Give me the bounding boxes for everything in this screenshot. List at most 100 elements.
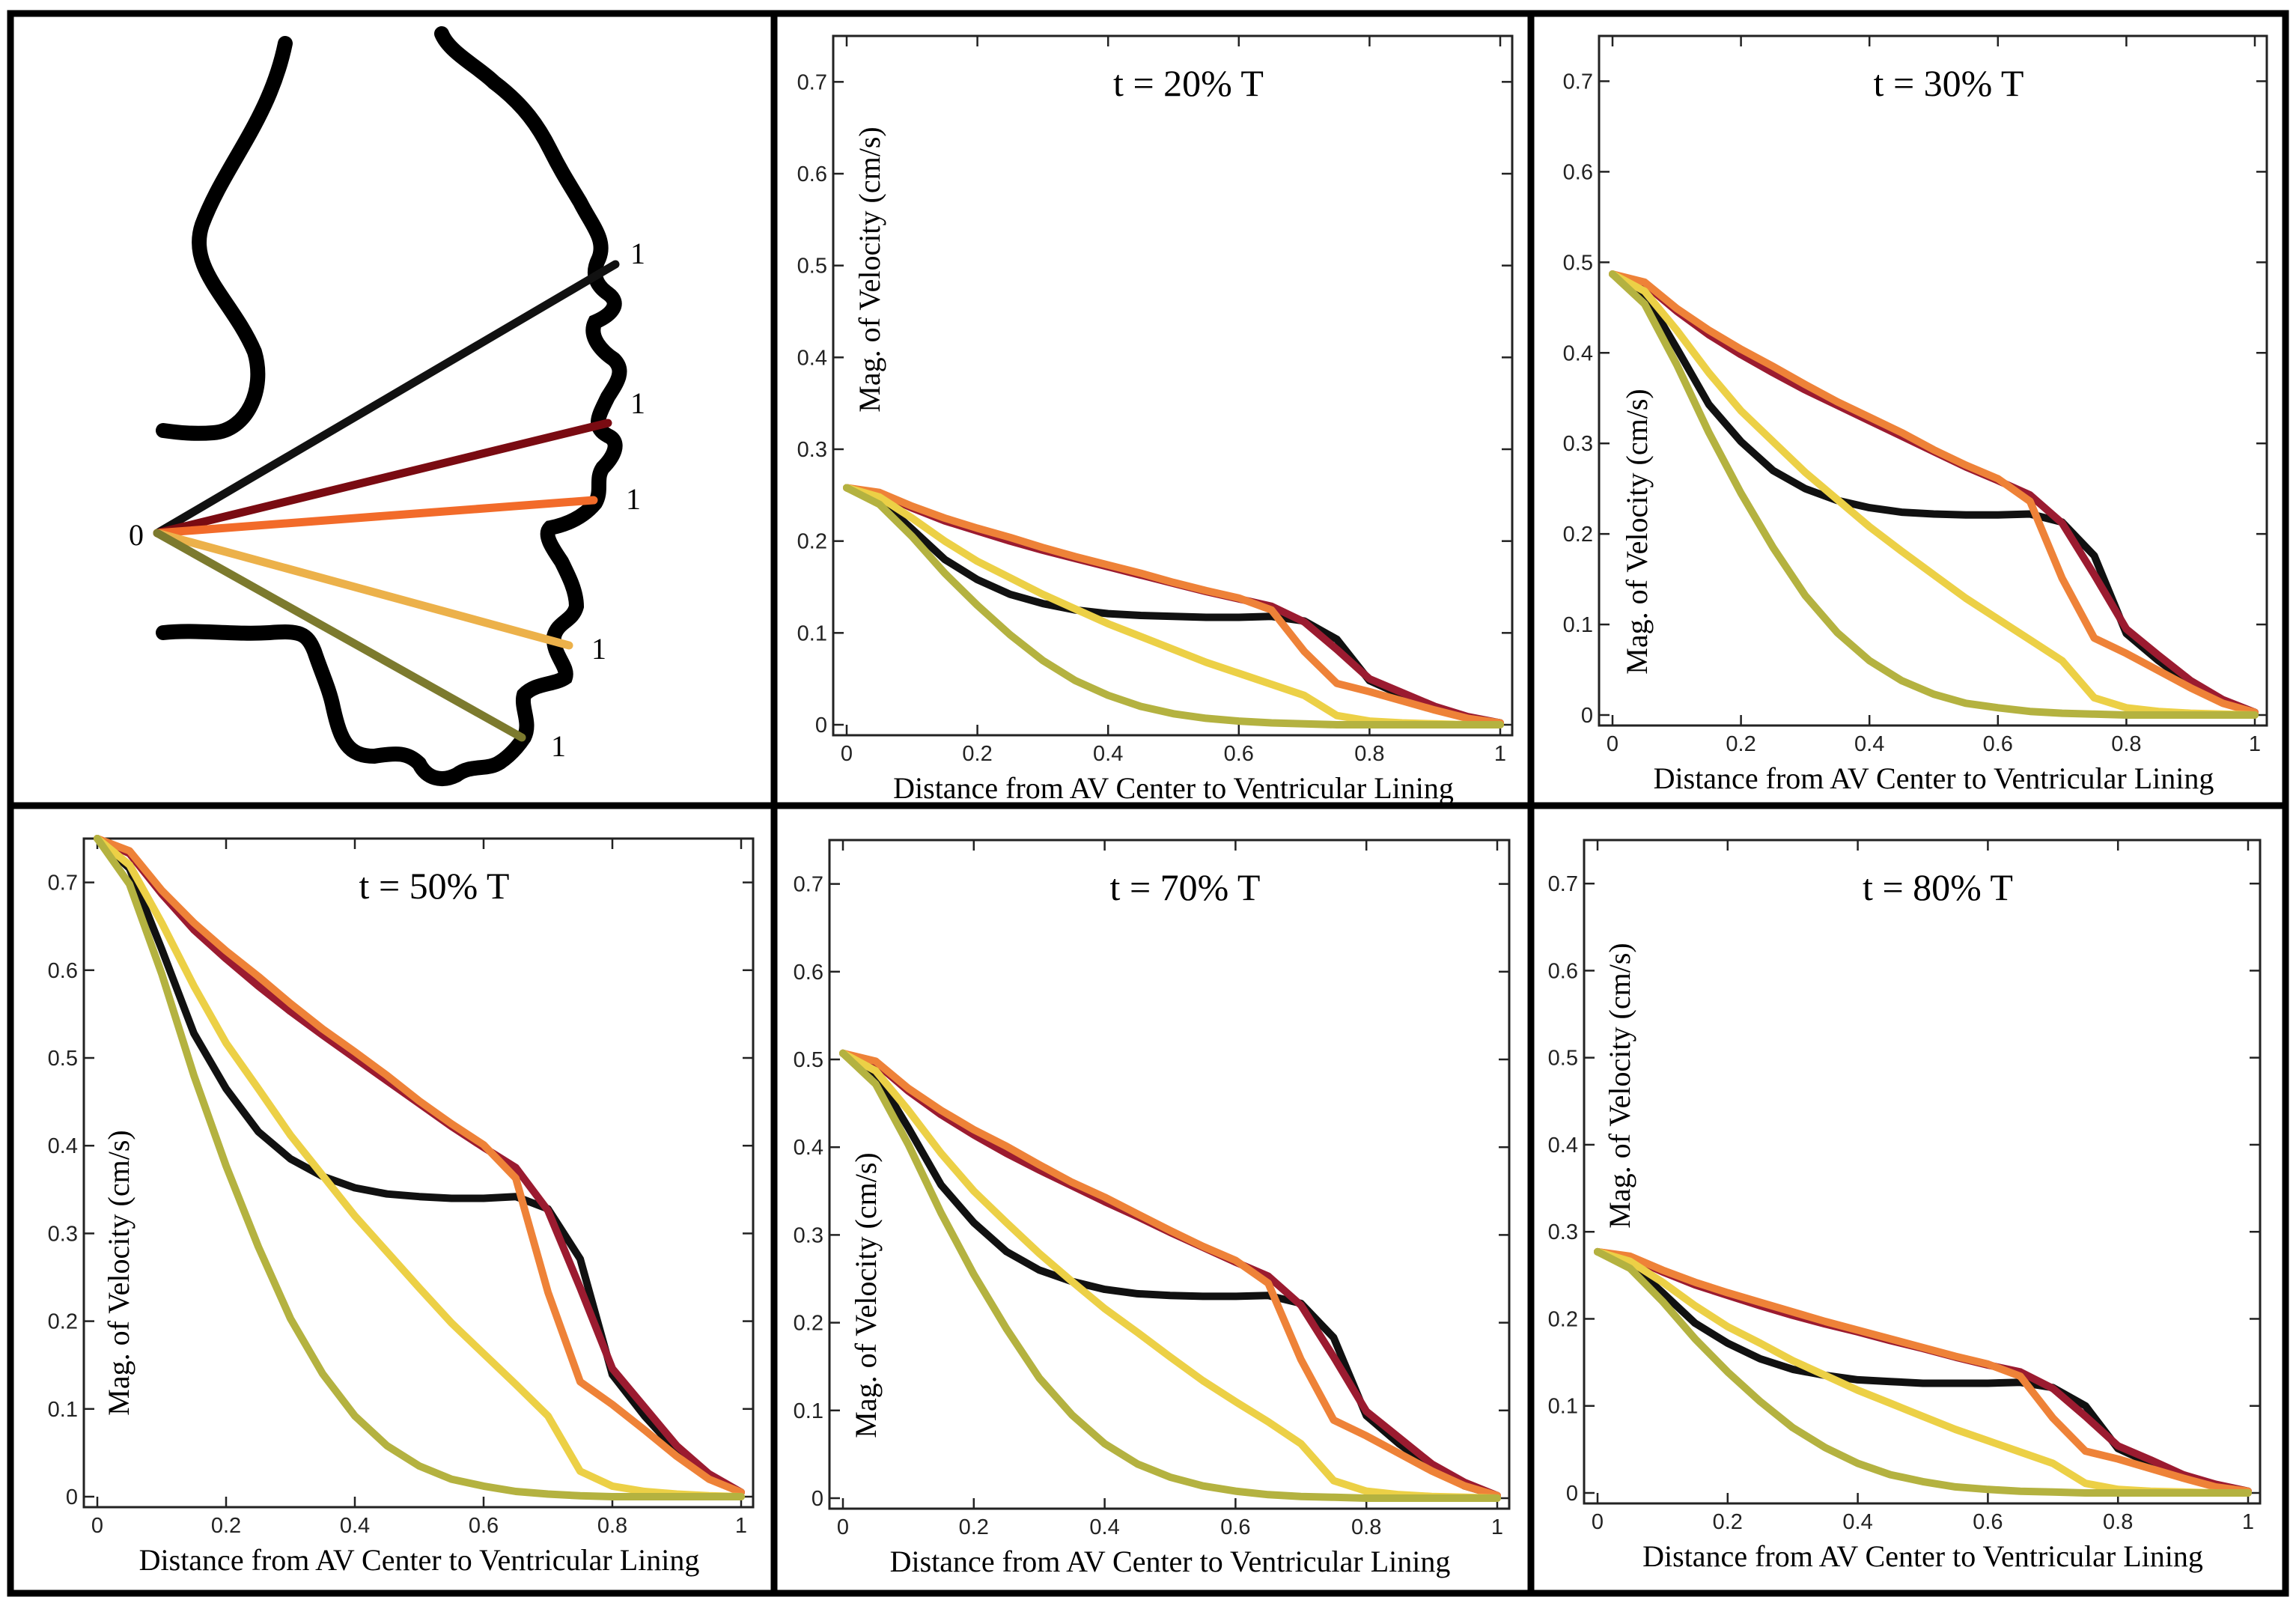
y-axis-label: Mag. of Velocity (cm/s) — [849, 1152, 883, 1438]
ray-3 — [153, 496, 598, 538]
panel-grid — [7, 10, 2289, 1597]
ray-4 — [153, 529, 573, 650]
chart-title: t = 50% T — [359, 865, 510, 907]
y-tick-label: 0 — [1566, 1482, 1578, 1506]
y-tick-label: 0.7 — [797, 70, 827, 94]
series-line-olive — [839, 1049, 1501, 1502]
chart-panel-3: 0 0.2 0.4 0.6 0.8 1 0 0.1 0.2 0.3 0.4 0.5 0.6 0.7 t = … — [48, 835, 755, 1577]
chart-panel-1: 0 0.2 0.4 0.6 0.8 1 0 0.1 0.2 0.3 0.4 0.5 0.6 0.7 t = … — [797, 34, 1514, 805]
y-tick-label: 0.1 — [1548, 1395, 1578, 1419]
series-line-black — [839, 1049, 1501, 1500]
ray-end-label-3: 1 — [626, 482, 641, 516]
series-line-olive — [94, 835, 745, 1500]
plot-frame — [832, 34, 1514, 737]
x-tick-label: 0.8 — [2103, 1510, 2133, 1534]
x-tick-label: 0.8 — [597, 1514, 627, 1538]
y-tick-label: 0.1 — [794, 1399, 823, 1423]
y-tick-label: 0.5 — [794, 1048, 823, 1072]
chart-title: t = 30% T — [1874, 62, 2024, 104]
series-line-black — [1609, 270, 2259, 717]
y-tick-label: 0.7 — [48, 872, 78, 895]
chart-panel-5: 0 0.2 0.4 0.6 0.8 1 0 0.1 0.2 0.3 0.4 0.5 0.6 0.7 t = … — [1548, 839, 2262, 1573]
x-tick-label: 0.2 — [962, 742, 992, 766]
y-axis-label: Mag. of Velocity (cm/s) — [853, 127, 886, 412]
chart-panels: 0 0.2 0.4 0.6 0.8 1 0 0.1 0.2 0.3 0.4 0.5 0.6 0.7 t = … — [48, 34, 2268, 1578]
y-tick-label: 0.1 — [48, 1398, 78, 1422]
y-tick-label: 0.3 — [1563, 432, 1593, 456]
y-tick-label: 0.2 — [797, 530, 827, 554]
y-tick-label: 0.6 — [794, 961, 823, 985]
y-tick-label: 0.6 — [1563, 160, 1593, 184]
y-tick-label: 0.4 — [48, 1134, 78, 1158]
plot-frame — [1583, 839, 2262, 1505]
x-tick-label: 0.4 — [340, 1514, 370, 1538]
x-tick-label: 0.8 — [1351, 1515, 1381, 1539]
y-tick-label: 0.4 — [797, 346, 827, 370]
chart-panel-2: 0 0.2 0.4 0.6 0.8 1 0 0.1 0.2 0.3 0.4 0.5 0.6 0.7 t = … — [1563, 34, 2268, 795]
x-tick-label: 0 — [1592, 1510, 1604, 1534]
y-tick-label: 0 — [811, 1487, 823, 1511]
y-axis-label: Mag. of Velocity (cm/s) — [1603, 943, 1636, 1228]
series-line-olive — [1609, 270, 2259, 719]
y-tick-label: 0.7 — [1563, 70, 1593, 94]
y-tick-label: 0 — [66, 1485, 78, 1509]
ray-end-label-4: 1 — [591, 632, 606, 666]
x-axis-label: Distance from AV Center to Ventricular L… — [1642, 1539, 2203, 1573]
ray-end-label-2: 1 — [630, 386, 645, 420]
x-tick-label: 0 — [91, 1514, 103, 1538]
x-tick-label: 0.6 — [1983, 732, 2013, 756]
y-axis-label: Mag. of Velocity (cm/s) — [1620, 389, 1654, 674]
x-tick-label: 0.6 — [469, 1514, 499, 1538]
y-tick-label: 0.5 — [1548, 1047, 1578, 1071]
x-tick-label: 1 — [735, 1514, 747, 1538]
y-tick-label: 0 — [1581, 704, 1593, 728]
y-tick-label: 0.4 — [1563, 341, 1593, 365]
y-tick-label: 0 — [815, 714, 827, 737]
y-tick-label: 0.1 — [797, 621, 827, 645]
x-axis-label: Distance from AV Center to Ventricular L… — [890, 1545, 1451, 1578]
series-line-orange — [94, 835, 745, 1497]
x-tick-label: 0.6 — [1224, 742, 1254, 766]
ray-end-label-5: 1 — [551, 729, 566, 763]
ray-end-label-1: 1 — [630, 237, 645, 270]
y-tick-label: 0.6 — [1548, 959, 1578, 983]
x-tick-label: 0.2 — [211, 1514, 241, 1538]
series-line-orange — [839, 1049, 1501, 1500]
x-tick-label: 0 — [1607, 732, 1619, 756]
ray-1 — [153, 260, 620, 538]
chart-title: t = 80% T — [1863, 866, 2013, 908]
x-tick-label: 1 — [1491, 1515, 1503, 1539]
y-tick-label: 0.5 — [797, 255, 827, 279]
ventricle-diagram: 0 1 1 1 1 1 — [129, 26, 645, 786]
y-tick-label: 0.3 — [1548, 1220, 1578, 1244]
x-axis-label: Distance from AV Center to Ventricular L… — [1654, 761, 2214, 795]
series-line-yellow — [1609, 270, 2259, 719]
ventricle-wall-bottom — [156, 624, 508, 786]
y-tick-label: 0.1 — [1563, 613, 1593, 637]
origin-label: 0 — [129, 518, 144, 552]
x-tick-label: 0.8 — [1354, 742, 1384, 766]
series-line-black — [94, 835, 745, 1497]
x-tick-label: 1 — [2249, 732, 2261, 756]
y-tick-label: 0.2 — [794, 1312, 823, 1336]
x-tick-label: 0.4 — [1089, 1515, 1119, 1539]
y-tick-label: 0.2 — [1548, 1307, 1578, 1331]
y-tick-label: 0.7 — [794, 873, 823, 897]
x-tick-label: 1 — [1494, 742, 1506, 766]
y-tick-label: 0.2 — [1563, 523, 1593, 547]
ray-2 — [153, 419, 612, 538]
x-tick-label: 0.2 — [1726, 732, 1756, 756]
x-axis-label: Distance from AV Center to Ventricular L… — [139, 1543, 700, 1577]
chart-title: t = 70% T — [1110, 866, 1261, 908]
x-tick-label: 0 — [837, 1515, 849, 1539]
x-axis-label: Distance from AV Center to Ventricular L… — [893, 771, 1454, 805]
series-line-yellow — [94, 835, 745, 1500]
x-tick-label: 0.4 — [1842, 1510, 1872, 1534]
x-tick-label: 0.4 — [1093, 742, 1123, 766]
y-tick-label: 0.6 — [48, 959, 78, 983]
y-tick-label: 0.3 — [794, 1223, 823, 1247]
y-tick-label: 0.5 — [48, 1047, 78, 1071]
ray-5 — [153, 529, 526, 742]
plot-frame — [828, 839, 1511, 1510]
